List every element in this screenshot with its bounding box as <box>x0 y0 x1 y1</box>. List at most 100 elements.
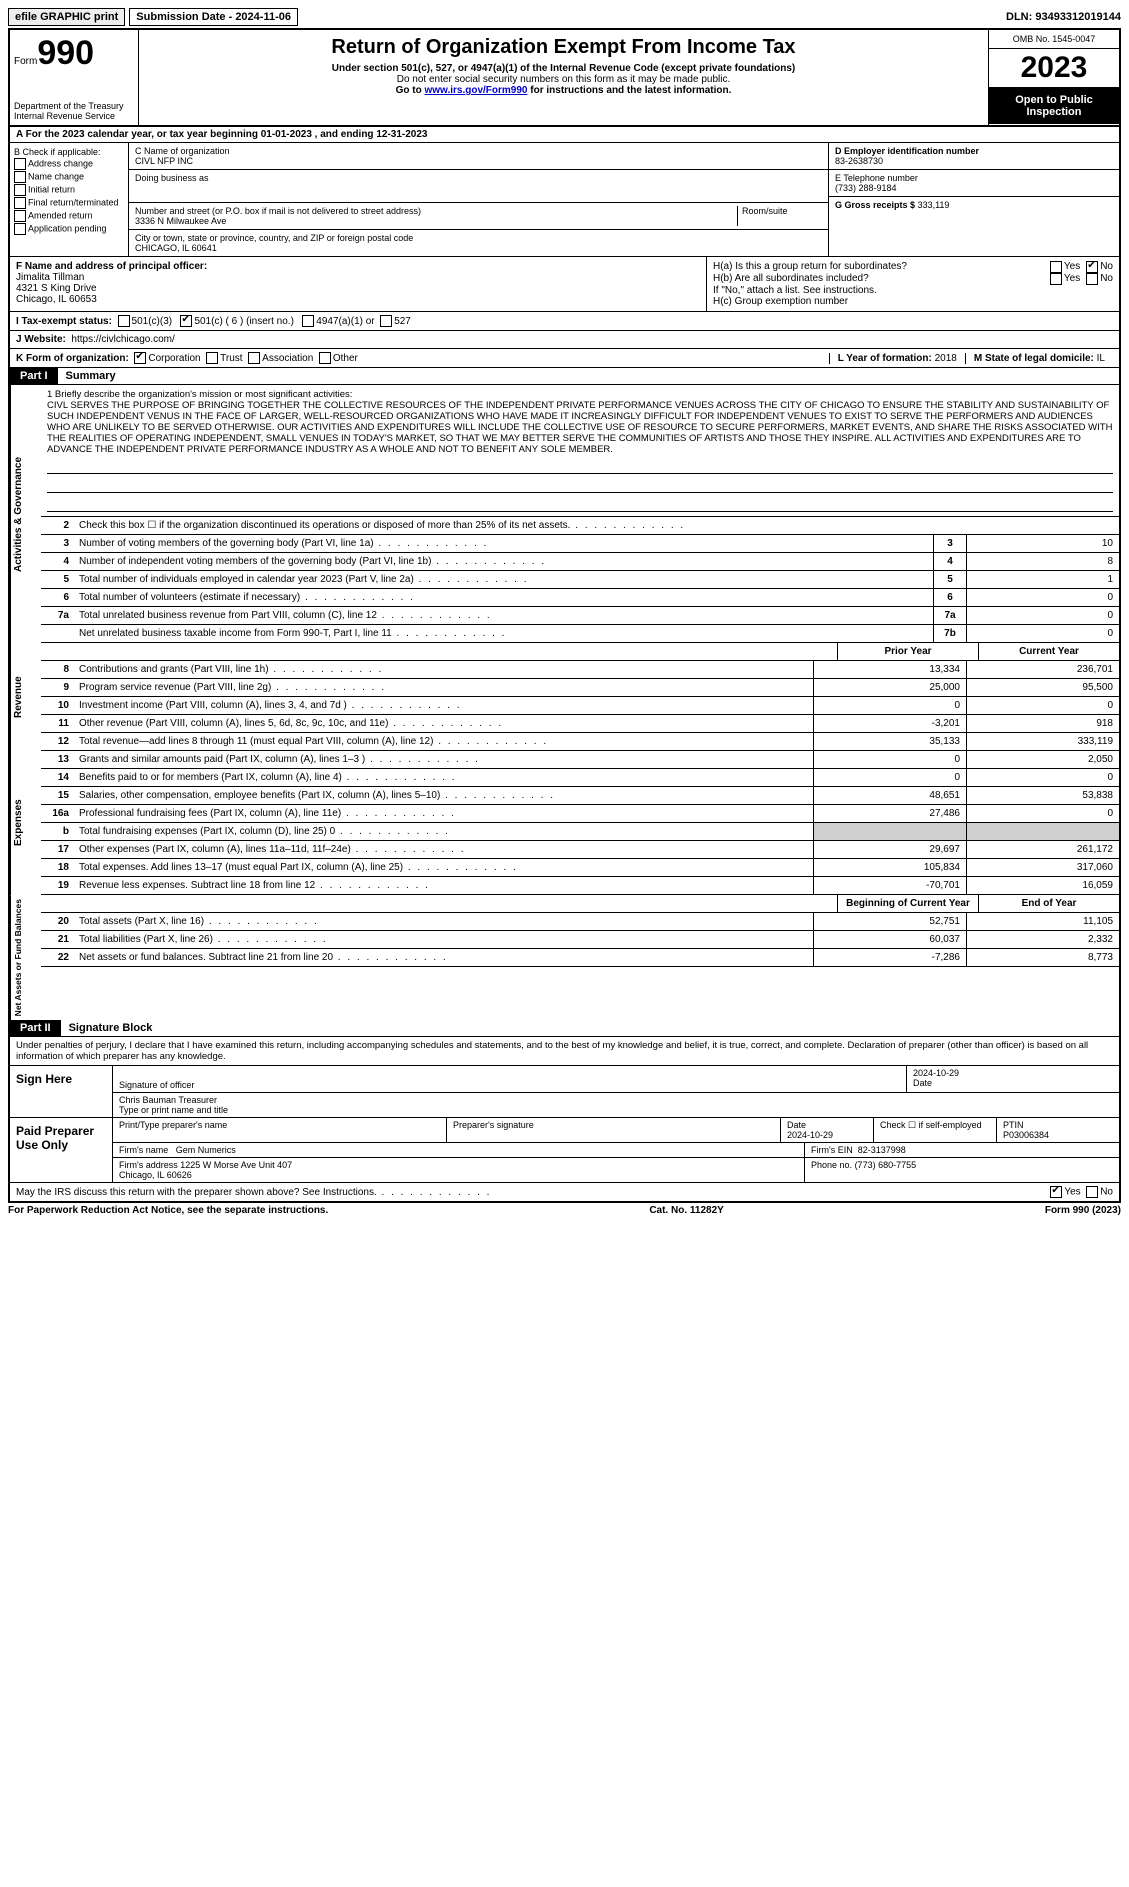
part2-tag: Part II <box>10 1020 61 1036</box>
cb-amended[interactable]: Amended return <box>14 210 124 222</box>
cb-4947[interactable] <box>302 315 314 327</box>
submission-date: Submission Date - 2024-11-06 <box>129 8 298 26</box>
header-mid: Return of Organization Exempt From Incom… <box>139 30 988 125</box>
blank-line <box>47 461 1113 474</box>
cb-other[interactable] <box>319 352 331 364</box>
net-section: Net Assets or Fund Balances Beginning of… <box>10 895 1119 1020</box>
phone-value: (773) 680-7755 <box>855 1160 917 1170</box>
ha-no[interactable] <box>1086 261 1098 273</box>
addr-label: Number and street (or P.O. box if mail i… <box>135 206 737 216</box>
sig-label: Signature of officer <box>119 1080 900 1090</box>
officer-addr1: 4321 S King Drive <box>16 283 97 294</box>
hb-no[interactable] <box>1086 273 1098 285</box>
cb-address[interactable]: Address change <box>14 158 124 170</box>
gross-value: 333,119 <box>918 200 950 210</box>
prior-val: 29,697 <box>813 841 966 858</box>
m-value: IL <box>1097 353 1105 364</box>
prior-val: 35,133 <box>813 733 966 750</box>
discuss-no[interactable] <box>1086 1186 1098 1198</box>
row-val: 10 <box>966 535 1119 552</box>
footer-left: For Paperwork Reduction Act Notice, see … <box>8 1205 328 1216</box>
cb-assoc[interactable] <box>248 352 260 364</box>
ein-value: 83-2638730 <box>835 156 883 166</box>
cb-final[interactable]: Final return/terminated <box>14 197 124 209</box>
row-text: Total liabilities (Part X, line 26) <box>75 931 813 948</box>
row-text: Program service revenue (Part VIII, line… <box>75 679 813 696</box>
hb-yes[interactable] <box>1050 273 1062 285</box>
opt-other: Other <box>333 353 358 364</box>
i-label: I Tax-exempt status: <box>16 316 112 327</box>
row-text: Other expenses (Part IX, column (A), lin… <box>75 841 813 858</box>
row-text: Other revenue (Part VIII, column (A), li… <box>75 715 813 732</box>
signer-name: Chris Bauman Treasurer <box>119 1095 1113 1105</box>
firm-ein-label: Firm's EIN <box>811 1145 853 1155</box>
row-text: Net unrelated business taxable income fr… <box>75 625 933 642</box>
phone-label: Phone no. <box>811 1160 852 1170</box>
row-a-text: A For the 2023 calendar year, or tax yea… <box>16 129 427 140</box>
row-text: Net assets or fund balances. Subtract li… <box>75 949 813 966</box>
current-val <box>966 823 1119 840</box>
ptin-value: P03006384 <box>1003 1130 1049 1140</box>
gov-row: 7a Total unrelated business revenue from… <box>41 607 1119 625</box>
prior-val: 27,486 <box>813 805 966 822</box>
section-bcd: B Check if applicable: Address change Na… <box>10 143 1119 257</box>
row-key: 3 <box>933 535 966 552</box>
goto-pre: Go to <box>396 85 425 96</box>
row-k: K Form of organization: Corporation Trus… <box>10 349 1119 368</box>
prior-val: 0 <box>813 769 966 786</box>
prep-self-label: Check ☐ if self-employed <box>873 1118 996 1142</box>
current-val: 333,119 <box>966 733 1119 750</box>
m-label: M State of legal domicile: <box>974 353 1094 364</box>
row-text: Grants and similar amounts paid (Part IX… <box>75 751 813 768</box>
current-year-hdr: Current Year <box>978 643 1119 660</box>
data-row: 12 Total revenue—add lines 8 through 11 … <box>41 733 1119 751</box>
firm-addr-label: Firm's address <box>119 1160 178 1170</box>
cb-501c[interactable] <box>180 315 192 327</box>
cb-trust[interactable] <box>206 352 218 364</box>
part2-header: Part II Signature Block <box>10 1020 1119 1037</box>
sign-date: 2024-10-29 <box>913 1068 1113 1078</box>
j-label: J Website: <box>16 334 66 345</box>
gov-row: 5 Total number of individuals employed i… <box>41 571 1119 589</box>
current-val: 95,500 <box>966 679 1119 696</box>
row-num: 16a <box>41 805 75 822</box>
prior-val: 25,000 <box>813 679 966 696</box>
prior-val: 48,651 <box>813 787 966 804</box>
rev-section: Revenue Prior Year Current Year 8 Contri… <box>10 643 1119 751</box>
row-text: Check this box ☐ if the organization dis… <box>75 517 1119 534</box>
top-bar: efile GRAPHIC print Submission Date - 20… <box>8 8 1121 26</box>
mission-text: CIVL SERVES THE PURPOSE OF BRINGING TOGE… <box>47 400 1113 455</box>
cb-initial[interactable]: Initial return <box>14 184 124 196</box>
cb-527[interactable] <box>380 315 392 327</box>
discuss-yes[interactable] <box>1050 1186 1062 1198</box>
cb-501c3[interactable] <box>118 315 130 327</box>
addr-value: 3336 N Milwaukee Ave <box>135 216 737 226</box>
gross-cell: G Gross receipts $ 333,119 <box>829 197 1119 213</box>
ptin-label: PTIN <box>1003 1120 1024 1130</box>
current-val: 53,838 <box>966 787 1119 804</box>
opt-trust: Trust <box>220 353 242 364</box>
form-header: Form990 Department of the Treasury Inter… <box>10 30 1119 127</box>
eoy-hdr: End of Year <box>978 895 1119 912</box>
cb-name[interactable]: Name change <box>14 171 124 183</box>
row-num: 10 <box>41 697 75 714</box>
efile-button[interactable]: efile GRAPHIC print <box>8 8 125 26</box>
row-i: I Tax-exempt status: 501(c)(3) 501(c) ( … <box>10 312 1119 331</box>
gov-row: Net unrelated business taxable income fr… <box>41 625 1119 643</box>
part1-title: Summary <box>58 370 116 382</box>
cb-pending[interactable]: Application pending <box>14 223 124 235</box>
current-val: 11,105 <box>966 913 1119 930</box>
firm-ein-value: 82-3137998 <box>858 1145 906 1155</box>
row-val: 1 <box>966 571 1119 588</box>
cb-corp[interactable] <box>134 352 146 364</box>
row-val: 8 <box>966 553 1119 570</box>
irs-link[interactable]: www.irs.gov/Form990 <box>424 85 527 96</box>
form-title: Return of Organization Exempt From Incom… <box>145 36 982 59</box>
l-label: L Year of formation: <box>838 353 932 364</box>
open-inspection: Open to Public Inspection <box>989 88 1119 124</box>
blank-line <box>47 499 1113 512</box>
ha-yes[interactable] <box>1050 261 1062 273</box>
tel-label: E Telephone number <box>835 173 918 183</box>
discuss-row: May the IRS discuss this return with the… <box>10 1183 1119 1201</box>
ein-label: D Employer identification number <box>835 146 979 156</box>
